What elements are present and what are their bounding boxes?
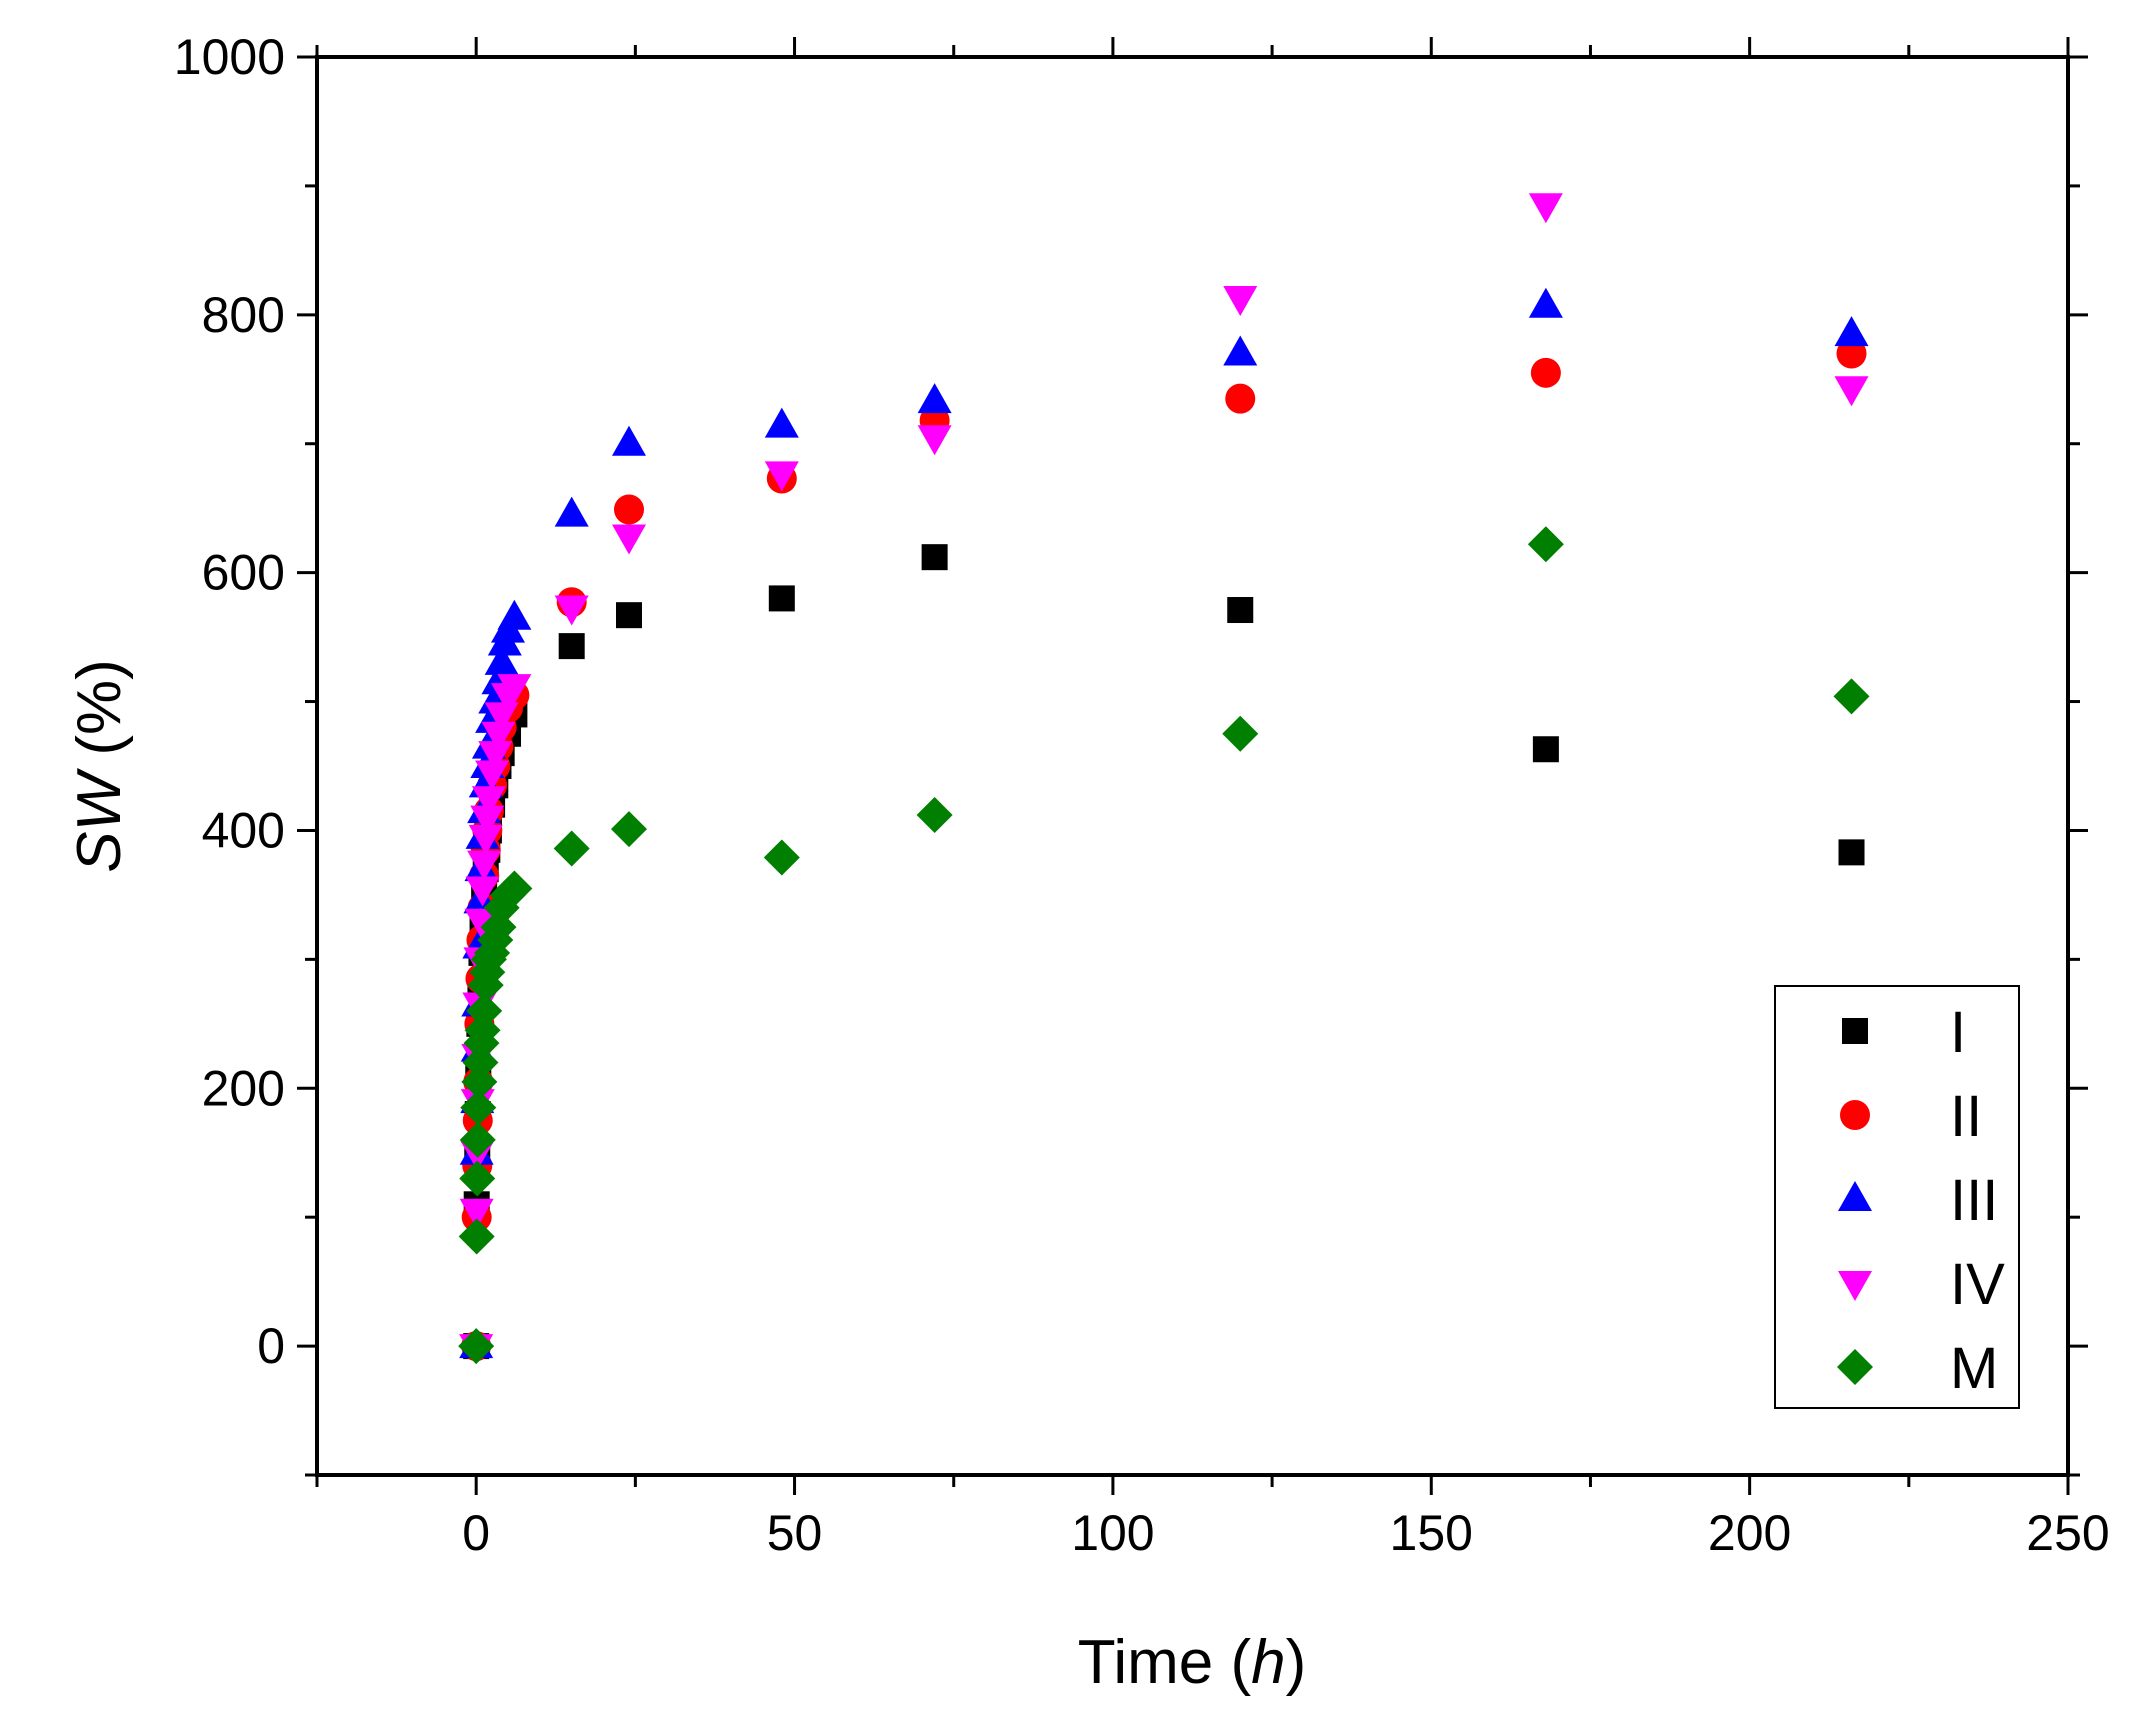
- data-point-IV: [467, 850, 502, 881]
- legend-marker-M: [1837, 1349, 1873, 1385]
- data-point-I: [768, 585, 795, 612]
- data-point-M: [459, 1121, 496, 1158]
- data-point-IV: [465, 876, 500, 907]
- y-tick-label: 200: [202, 1060, 285, 1116]
- y-tick-label: 800: [202, 287, 285, 343]
- series-III: [459, 287, 1869, 1359]
- legend-marker-I: [1842, 1018, 1868, 1044]
- data-point-M: [763, 839, 800, 876]
- data-point-III: [554, 496, 589, 527]
- data-point-IV: [764, 461, 799, 492]
- data-point-M: [1222, 715, 1259, 752]
- data-point-I: [1532, 736, 1559, 763]
- data-point-II: [1225, 383, 1256, 414]
- data-point-IV: [478, 741, 513, 772]
- legend-label: M: [1950, 1336, 1998, 1401]
- y-tick-label: 0: [257, 1318, 285, 1374]
- x-tick-label: 150: [1390, 1505, 1473, 1561]
- legend-box: [1774, 985, 2020, 1409]
- x-tick-label: 100: [1071, 1505, 1154, 1561]
- data-point-M: [466, 992, 503, 1029]
- data-point-III: [611, 425, 646, 456]
- data-point-I: [1838, 839, 1865, 866]
- data-point-IV: [475, 760, 510, 791]
- data-point-M: [496, 870, 533, 907]
- data-point-IV: [464, 908, 499, 939]
- x-tick-label: 0: [462, 1505, 490, 1561]
- data-point-III: [497, 599, 532, 630]
- legend-marker-II: [1840, 1100, 1870, 1130]
- data-point-IV: [459, 1198, 494, 1229]
- data-point-IV: [481, 721, 516, 752]
- data-point-IV: [484, 702, 519, 733]
- data-point-III: [917, 383, 952, 414]
- data-point-IV: [470, 805, 505, 836]
- data-point-III: [764, 407, 799, 438]
- x-axis-title: Time (h): [1078, 1628, 1307, 1697]
- legend-marker-III: [1838, 1181, 1872, 1211]
- legend-label: IV: [1950, 1252, 2005, 1317]
- data-point-III: [484, 644, 519, 675]
- data-point-IV: [554, 595, 589, 626]
- y-tick-label: 600: [202, 545, 285, 601]
- data-point-M: [1833, 678, 1870, 715]
- data-point-IV: [611, 524, 646, 555]
- x-tick-label: 50: [767, 1505, 823, 1561]
- data-point-IV: [471, 786, 506, 817]
- data-point-III: [1834, 316, 1869, 347]
- data-point-II: [1530, 357, 1561, 388]
- legend-label: II: [1950, 1084, 1982, 1149]
- data-point-I: [615, 602, 642, 629]
- data-point-M: [916, 796, 953, 833]
- x-tick-label: 250: [2026, 1505, 2109, 1561]
- data-point-IV: [1528, 193, 1563, 224]
- data-point-IV: [497, 674, 532, 705]
- data-point-IV: [1223, 286, 1258, 317]
- data-point-M: [553, 830, 590, 867]
- y-tick-label: 400: [202, 802, 285, 858]
- data-point-I: [1227, 597, 1254, 624]
- data-point-M: [462, 1044, 499, 1081]
- data-point-IV: [468, 824, 503, 855]
- data-point-M: [1527, 526, 1564, 563]
- series-I: [463, 544, 1865, 1360]
- series-M: [458, 526, 1870, 1365]
- data-point-M: [458, 1328, 495, 1365]
- data-point-III: [1528, 287, 1563, 318]
- data-points: [458, 193, 1870, 1365]
- x-tick-label: 200: [1708, 1505, 1791, 1561]
- data-point-III: [1223, 335, 1258, 366]
- data-point-M: [461, 1063, 498, 1100]
- axis-tick-labels: 0 50 100 150 200 250 0 200 400 600 800 1000: [174, 29, 2110, 1561]
- axis-ticks: [297, 37, 2088, 1495]
- data-point-M: [460, 1089, 497, 1126]
- legend-marker-IV: [1838, 1271, 1872, 1301]
- data-point-M: [610, 811, 647, 848]
- y-axis-title: SW (%): [65, 659, 134, 873]
- data-point-II: [613, 494, 644, 525]
- legend-label: III: [1950, 1168, 1998, 1233]
- data-point-M: [459, 1160, 496, 1197]
- series-IV: [459, 193, 1869, 1365]
- data-point-IV: [917, 425, 952, 456]
- data-point-I: [921, 544, 948, 571]
- legend-label: I: [1950, 1000, 1966, 1065]
- plot-area-frame: [315, 55, 2070, 1477]
- data-point-M: [458, 1218, 495, 1255]
- data-point-IV: [1834, 376, 1869, 407]
- y-tick-label: 1000: [174, 29, 285, 85]
- series-II: [461, 338, 1867, 1362]
- data-point-I: [558, 633, 585, 660]
- data-point-M: [464, 1012, 501, 1049]
